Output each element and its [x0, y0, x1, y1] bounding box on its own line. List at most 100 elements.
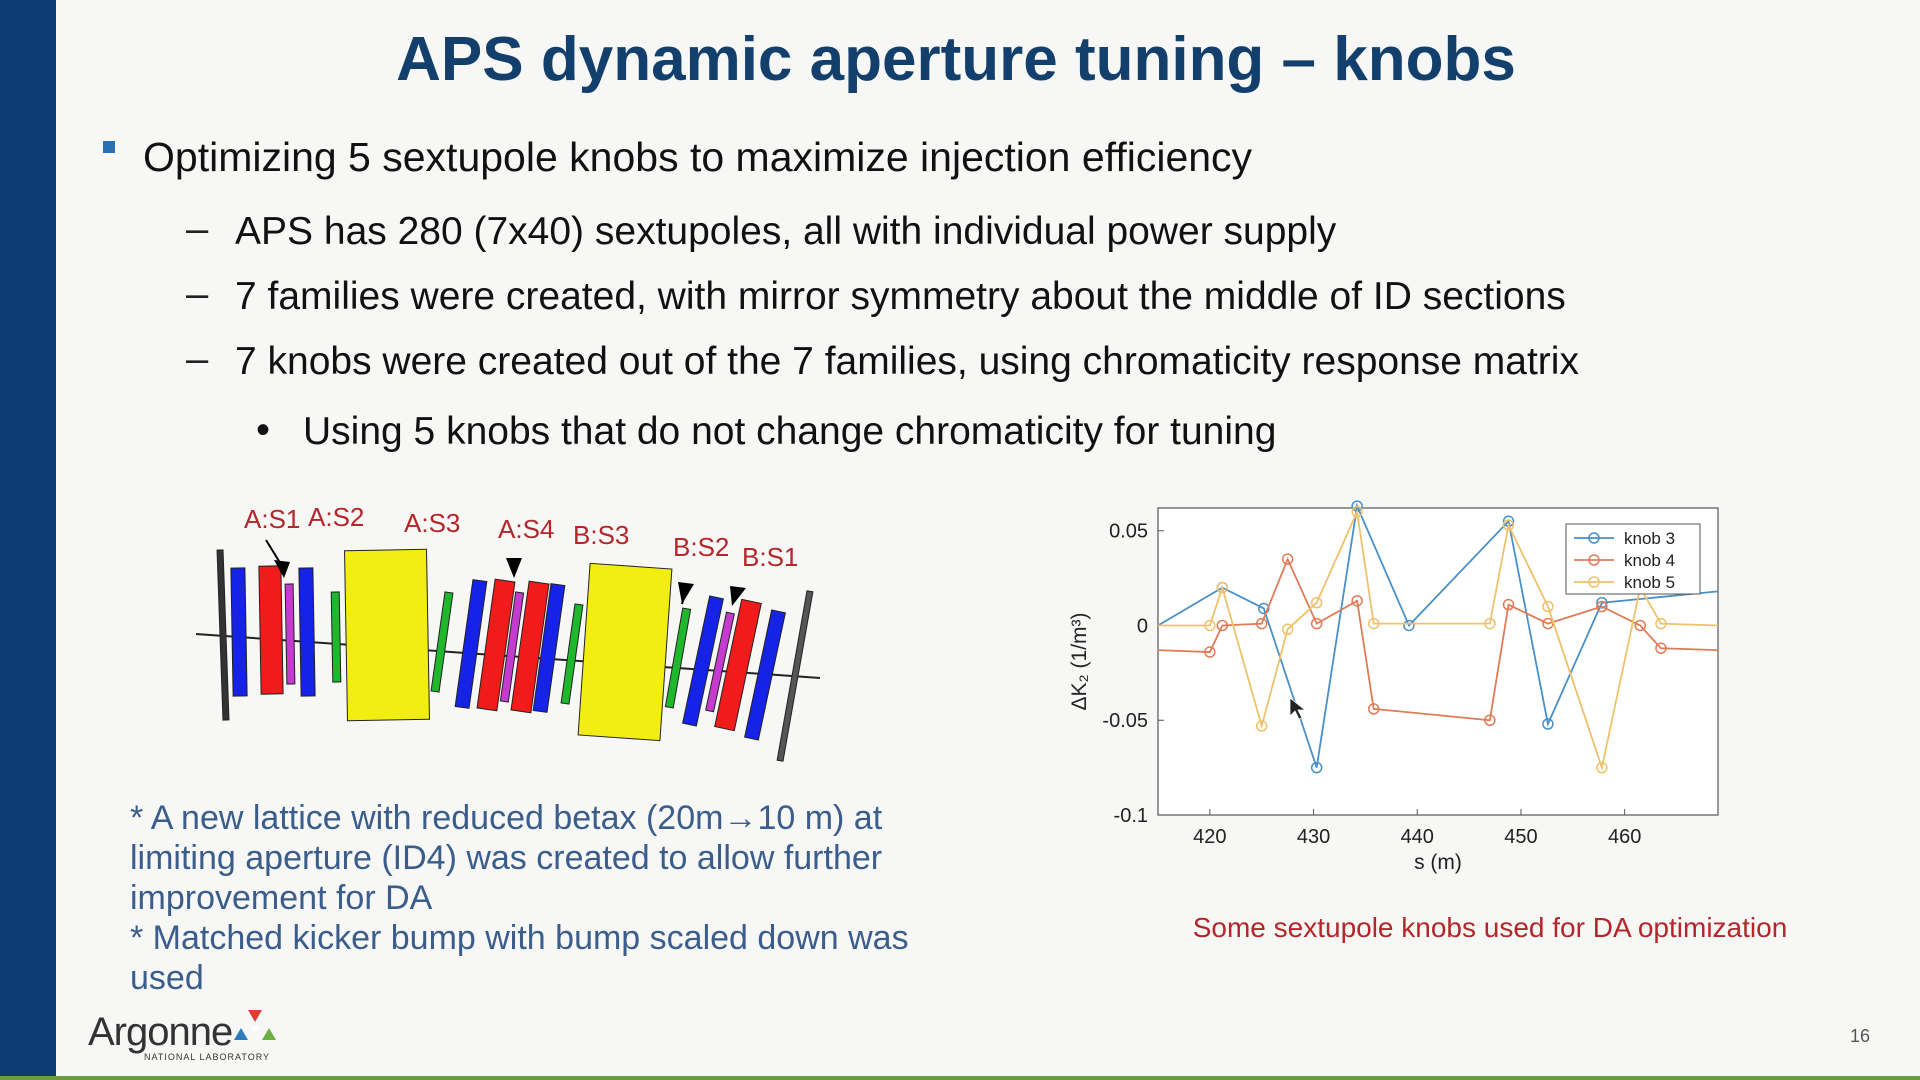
magnet-red: [476, 578, 516, 712]
magnet-blue: [744, 609, 786, 741]
series-point: [1255, 720, 1268, 732]
dot-bullet-icon: •: [256, 408, 271, 452]
x-tick-label: 460: [1608, 826, 1641, 848]
series-point: [1281, 553, 1294, 565]
sub-bullet-1: APS has 280 (7x40) sextupoles, all with …: [235, 210, 1337, 253]
lattice-label-a-s2: A:S2: [308, 502, 365, 532]
x-tick-label: 420: [1193, 826, 1226, 848]
series-point: [1655, 617, 1667, 630]
series-point: [1310, 597, 1323, 609]
magnet-blue: [230, 567, 248, 697]
lattice-label-b-s2: B:S2: [673, 532, 730, 562]
magnet-yellow: [577, 562, 673, 742]
sub-sub-bullet: Using 5 knobs that do not change chromat…: [303, 410, 1277, 453]
knob-chart-svg: 420 430 440 450 460 -0.1 -0.05 0 0.05 s (m) ΔK₂ (1…: [1068, 500, 1719, 874]
slide-bottom-line: [0, 1076, 1920, 1080]
series-point: [1596, 597, 1608, 609]
legend-marker: [1588, 532, 1600, 544]
magnet-green: [664, 607, 692, 709]
magnet-red: [510, 580, 550, 714]
slide-title: APS dynamic aperture tuning – knobs: [396, 25, 1516, 94]
argonne-triangle-icon: [234, 1010, 276, 1040]
series-line-2: [1157, 556, 1719, 722]
y-tick-label: -0.05: [1102, 710, 1148, 732]
legend-label: knob 4: [1624, 551, 1675, 570]
magnet-blue: [682, 595, 724, 727]
lattice-diagram: A:S1 A:S2 A:S3 A:S4 B:S3 B:S2 B:S1: [190, 500, 830, 790]
bullet-main: Optimizing 5 sextupole knobs to maximize…: [143, 134, 1253, 180]
series-point: [1367, 617, 1380, 630]
magnet-green: [560, 603, 584, 705]
note-line-1: * A new lattice with reduced betax (20m→…: [130, 799, 883, 917]
page-number: 16: [1849, 1026, 1870, 1046]
magnet-blue: [298, 567, 316, 697]
magnet-yellow: [344, 548, 430, 722]
series-point: [1258, 602, 1270, 615]
series-line-1: [1157, 502, 1719, 768]
logo-subtitle: NATIONAL LABORATORY: [144, 1052, 271, 1062]
chart-caption: Some sextupole knobs used for DA optimiz…: [1192, 912, 1788, 943]
legend-marker: [1588, 554, 1600, 566]
series-point: [1403, 619, 1415, 632]
series-point: [1216, 619, 1229, 632]
series-point: [1351, 506, 1363, 518]
series-point: [1351, 595, 1363, 607]
lattice-label-b-s3: B:S3: [573, 520, 630, 550]
series-point: [1502, 519, 1515, 531]
series-point: [1484, 617, 1496, 630]
y-axis-label: ΔK₂ (1/m³): [1068, 612, 1091, 710]
lattice-label-b-s1: B:S1: [742, 542, 799, 572]
magnet-magenta: [499, 591, 525, 703]
legend-label: knob 5: [1624, 573, 1675, 592]
series-point: [1204, 619, 1216, 632]
series-point: [1204, 646, 1216, 658]
series-line-3: [1158, 508, 1719, 772]
magnet-red: [258, 565, 284, 695]
x-tick-label: 450: [1504, 826, 1537, 848]
magnet-magenta: [284, 583, 296, 685]
magnet-elements: [216, 548, 814, 762]
argonne-logo: Argonne NATIONAL LABORATORY: [88, 1010, 328, 1070]
label-arrows: [265, 539, 746, 606]
series-point: [1484, 714, 1496, 726]
series-point: [1634, 619, 1646, 632]
lattice-label-a-s1: A:S1: [244, 504, 301, 534]
sub-bullet-3: 7 knobs were created out of the 7 famili…: [235, 340, 1579, 383]
magnet-red: [714, 598, 762, 732]
sub-bullet-2: 7 families were created, with mirror sym…: [235, 275, 1566, 318]
logo-wordmark: Argonne: [88, 1010, 233, 1054]
y-tick-label: 0.05: [1109, 521, 1148, 543]
note-line-2: * Matched kicker bump with bump scaled d…: [130, 919, 909, 997]
series-point: [1216, 581, 1229, 594]
knob-chart: 420 430 440 450 460 -0.1 -0.05 0 0.05 s (m) ΔK₂ (1…: [1060, 490, 1740, 890]
x-tick-label: 430: [1297, 826, 1330, 848]
series-point: [1596, 761, 1608, 774]
lattice-label-a-s4: A:S4: [498, 514, 555, 544]
y-tick-label: -0.1: [1114, 805, 1148, 827]
series-point: [1596, 600, 1608, 613]
magnet-green: [330, 591, 342, 683]
dash-icon: –: [186, 272, 209, 316]
x-axis-label: s (m): [1414, 851, 1462, 874]
dash-icon: –: [186, 207, 209, 251]
series-point: [1310, 761, 1323, 774]
magnet-blue: [532, 583, 566, 713]
series-point: [1255, 617, 1268, 630]
magnet-rail: [776, 590, 814, 762]
series-point: [1281, 623, 1294, 636]
legend-label: knob 3: [1624, 529, 1675, 548]
magnet-blue: [454, 579, 488, 709]
dash-icon: –: [186, 337, 209, 381]
y-tick-label: 0: [1137, 615, 1148, 637]
series-point: [1655, 642, 1667, 654]
series-point: [1502, 598, 1515, 611]
slide-side-bar: [0, 0, 56, 1080]
magnet-magenta: [705, 611, 735, 713]
series-point: [1310, 617, 1323, 630]
magnet-green: [430, 591, 454, 693]
notes-block: * A new lattice with reduced betax (20m→…: [130, 798, 960, 998]
lattice-svg: [195, 539, 821, 762]
cursor-icon: [1289, 697, 1307, 720]
series-point: [1367, 703, 1380, 715]
